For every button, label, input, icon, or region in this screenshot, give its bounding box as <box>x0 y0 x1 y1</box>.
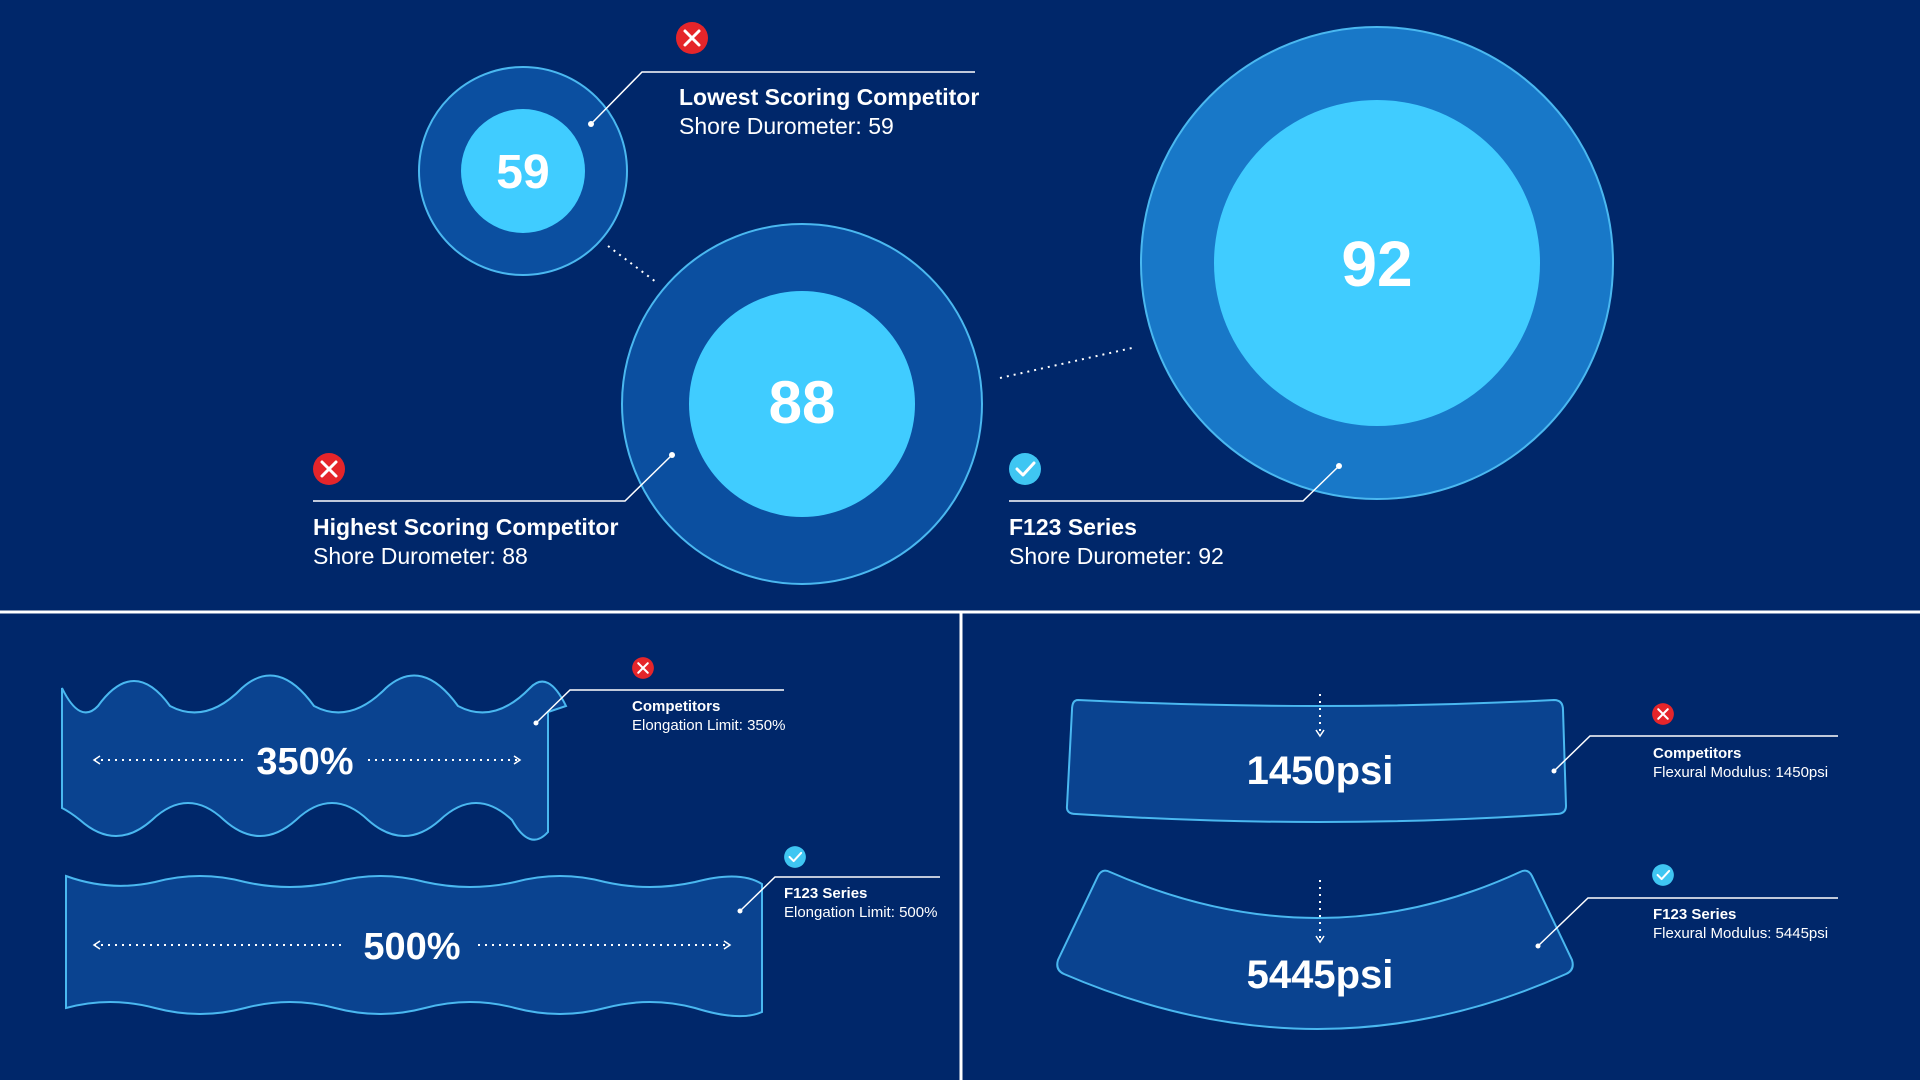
highest-competitor-circle: 88 <box>621 223 983 585</box>
f123-elongation-value: 500% <box>363 926 460 968</box>
f123-flexural-title: F123 Series <box>1653 906 1736 923</box>
f123-elongation-shape: 500% <box>65 874 763 1018</box>
fail-icon <box>311 451 347 487</box>
f123-flexural-callout: F123 Series Flexural Modulus: 5445psi <box>1535 863 1838 949</box>
competitor-flexural-value: 1450psi <box>1247 749 1394 793</box>
lowest-value: 59 <box>496 146 549 199</box>
lowest-subtitle: Shore Durometer: 59 <box>679 113 894 139</box>
fail-icon <box>631 656 655 680</box>
check-icon <box>783 845 807 869</box>
f123-flexural-value: 5445psi <box>1247 953 1394 997</box>
fail-icon <box>1651 702 1675 726</box>
competitor-elongation-callout: Competitors Elongation Limit: 350% <box>533 656 785 734</box>
competitor-flexural-callout: Competitors Flexural Modulus: 1450psi <box>1551 702 1838 781</box>
f123-elongation-subtitle: Elongation Limit: 500% <box>784 904 937 921</box>
check-icon <box>1007 451 1043 487</box>
f123-elongation-title: F123 Series <box>784 885 867 902</box>
connector-lowest-highest <box>607 245 657 283</box>
competitor-elongation-title: Competitors <box>632 698 720 715</box>
lowest-competitor-circle: 59 <box>418 66 628 276</box>
flexural-section: 1450psi 5445psi Competitors Flexural Mod… <box>1056 694 1838 1030</box>
f123-durometer-callout: F123 Series Shore Durometer: 92 <box>1007 451 1342 569</box>
highest-value: 88 <box>769 369 836 436</box>
lowest-title: Lowest Scoring Competitor <box>679 84 979 110</box>
highest-title: Highest Scoring Competitor <box>313 514 618 540</box>
competitor-flexural-shape: 1450psi <box>1065 694 1568 823</box>
highest-callout: Highest Scoring Competitor Shore Duromet… <box>311 451 675 569</box>
check-icon <box>1651 863 1675 887</box>
f123-elongation-callout: F123 Series Elongation Limit: 500% <box>737 845 940 921</box>
competitor-elongation-subtitle: Elongation Limit: 350% <box>632 717 785 734</box>
competitor-flexural-title: Competitors <box>1653 745 1741 762</box>
f123-durometer-value: 92 <box>1341 228 1412 300</box>
connector-highest-f123 <box>999 347 1133 379</box>
f123-durometer-title: F123 Series <box>1009 514 1137 540</box>
f123-flexural-shape: 5445psi <box>1056 869 1574 1030</box>
f123-durometer-circle: 92 <box>1140 26 1614 500</box>
highest-subtitle: Shore Durometer: 88 <box>313 543 528 569</box>
elongation-section: 350% 500% Competitors Elongation Limit: … <box>61 656 940 1018</box>
f123-flexural-subtitle: Flexural Modulus: 5445psi <box>1653 925 1828 942</box>
fail-icon <box>674 20 710 56</box>
competitor-flexural-subtitle: Flexural Modulus: 1450psi <box>1653 764 1828 781</box>
durometer-section: 59 88 92 Lowest Scoring Competitor Shore… <box>311 20 1614 585</box>
f123-durometer-subtitle: Shore Durometer: 92 <box>1009 543 1224 569</box>
lowest-callout: Lowest Scoring Competitor Shore Duromete… <box>588 20 979 139</box>
competitor-elongation-value: 350% <box>256 741 353 783</box>
